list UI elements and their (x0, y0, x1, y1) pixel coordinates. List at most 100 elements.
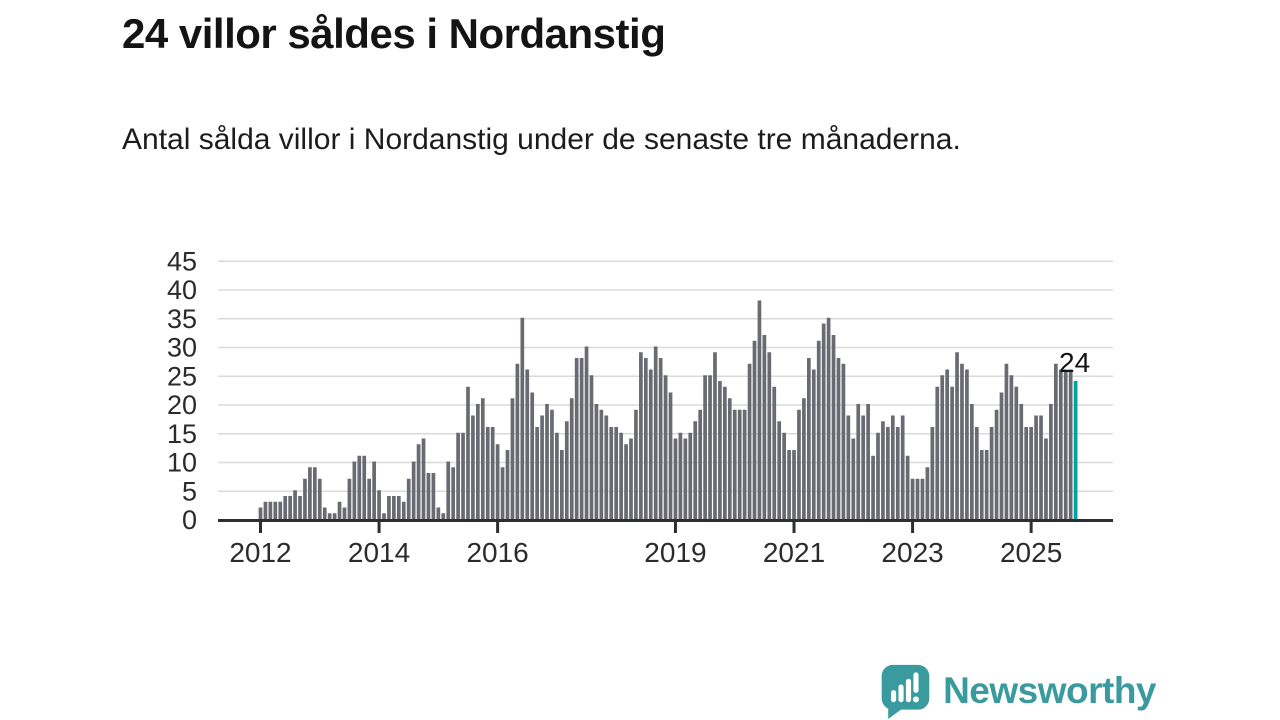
bar (396, 496, 401, 519)
bar (881, 421, 885, 519)
y-tick-label: 25 (167, 361, 197, 391)
bar (421, 438, 426, 519)
bar (920, 478, 925, 519)
bar (979, 450, 984, 519)
bar (811, 369, 816, 519)
bar (584, 346, 589, 519)
bar (905, 455, 910, 519)
bar (550, 409, 554, 519)
bar (303, 478, 307, 519)
newsworthy-logo: Newsworthy (877, 662, 1156, 720)
bar (713, 352, 717, 519)
y-tick-label: 20 (167, 390, 197, 420)
bar (925, 467, 930, 519)
bar (352, 461, 357, 519)
bar (787, 450, 791, 519)
bar (500, 467, 505, 519)
bar (772, 386, 777, 519)
bar (317, 478, 322, 519)
bar (298, 496, 302, 519)
chart-subtitle: Antal sålda villor i Nordanstig under de… (122, 123, 961, 156)
bar (1009, 375, 1014, 519)
y-tick-label: 0 (182, 505, 197, 535)
bar (861, 415, 866, 519)
bar (535, 427, 539, 519)
bar (308, 467, 312, 519)
bar (476, 404, 480, 519)
y-tick-label: 10 (167, 448, 197, 478)
bar (559, 450, 564, 519)
bar (648, 369, 653, 519)
x-tick-label: 2016 (466, 537, 528, 568)
bar (658, 358, 663, 519)
bar (332, 513, 337, 519)
x-tick-label: 2021 (763, 537, 825, 568)
bar (653, 346, 658, 519)
bar (910, 478, 915, 519)
bar (1019, 404, 1024, 519)
bar (510, 398, 515, 519)
bar (520, 317, 525, 519)
bar (382, 513, 386, 519)
bar (792, 450, 796, 519)
bar (732, 409, 737, 519)
bar (866, 404, 870, 519)
bar (1053, 363, 1058, 519)
bar (471, 415, 475, 519)
bar (594, 404, 599, 519)
bar (629, 438, 633, 519)
bar (831, 335, 836, 519)
bar (609, 427, 614, 519)
bar (278, 501, 283, 519)
bar (480, 398, 485, 519)
bar (950, 386, 954, 519)
bar (762, 335, 767, 519)
bar (708, 375, 712, 519)
bar (367, 478, 372, 519)
bar (935, 386, 940, 519)
bar (1068, 369, 1073, 519)
bar (940, 375, 945, 519)
bar (747, 363, 752, 519)
bar (283, 496, 288, 519)
bar (1044, 438, 1048, 519)
bar (802, 398, 806, 519)
bar (579, 358, 584, 519)
bar (1049, 404, 1053, 519)
bar (698, 409, 703, 519)
bar (599, 409, 604, 519)
newsworthy-logo-text: Newsworthy (943, 670, 1156, 711)
bar (895, 427, 900, 519)
bar (624, 444, 628, 519)
bar (663, 375, 668, 519)
bar (495, 444, 500, 519)
highlight-bar (1073, 381, 1078, 519)
x-tick-label: 2014 (348, 537, 410, 568)
x-tick-label: 2023 (881, 537, 943, 568)
bar (984, 450, 989, 519)
bar (569, 398, 574, 519)
bar (456, 432, 460, 519)
bar (886, 427, 890, 519)
bar (1039, 415, 1043, 519)
bar (1058, 369, 1063, 519)
bar (466, 386, 470, 519)
bar (915, 478, 920, 519)
x-tick-label: 2012 (229, 537, 291, 568)
bar (357, 455, 362, 519)
bar (816, 340, 821, 519)
bar (826, 317, 831, 519)
bar (268, 501, 273, 519)
bar (846, 415, 851, 519)
bar (288, 496, 292, 519)
y-tick-label: 45 (167, 246, 197, 276)
bar (545, 404, 549, 519)
bar (752, 340, 757, 519)
bar (589, 375, 594, 519)
bar (960, 363, 964, 519)
bar (515, 363, 520, 519)
bar (490, 427, 495, 519)
bar (387, 496, 391, 519)
x-tick-label: 2025 (1000, 537, 1062, 568)
bar (634, 409, 638, 519)
